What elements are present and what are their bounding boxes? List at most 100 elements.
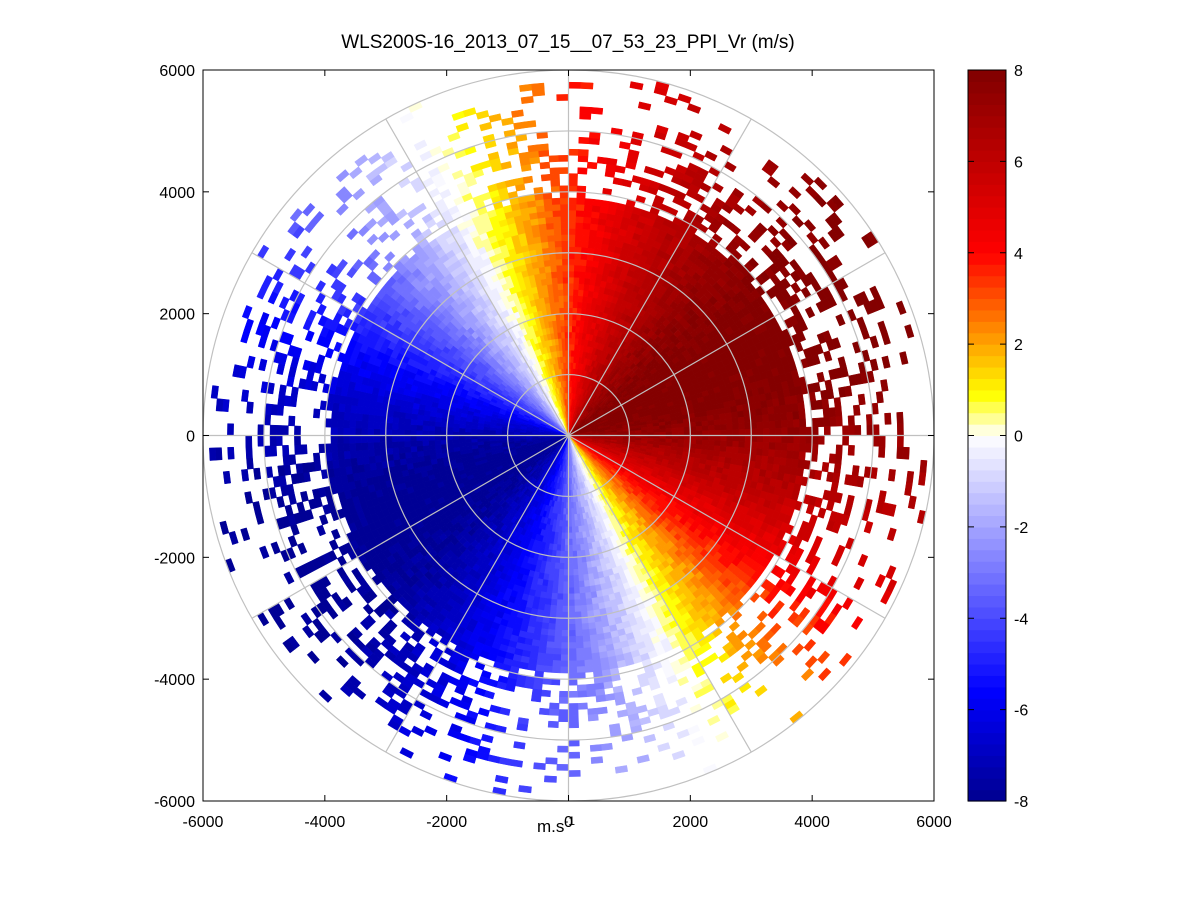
velocity-cell: [573, 264, 581, 272]
velocity-cell: [835, 416, 843, 427]
velocity-cell: [568, 307, 574, 314]
velocity-cell: [591, 597, 599, 605]
velocity-cell: [555, 605, 563, 613]
velocity-cell: [866, 424, 874, 436]
velocity-cell: [586, 161, 598, 170]
velocity-cell: [583, 210, 593, 218]
velocity-cell: [582, 573, 590, 582]
velocity-cell: [788, 202, 802, 216]
velocity-cell: [580, 604, 588, 613]
velocity-cell: [835, 444, 843, 455]
velocity-cell: [756, 414, 764, 423]
velocity-cell: [828, 453, 837, 464]
velocity-cell: [530, 694, 542, 703]
velocity-cell: [537, 646, 547, 654]
velocity-cell: [573, 593, 581, 601]
velocity-cell: [608, 201, 619, 210]
velocity-cell: [562, 587, 569, 595]
velocity-cell: [774, 420, 782, 429]
velocity-cell: [714, 435, 722, 442]
velocity-cell: [744, 441, 752, 449]
velocity-cell: [767, 406, 775, 415]
velocity-cell: [564, 544, 569, 552]
velocity-cell: [568, 770, 581, 777]
velocity-cell: [774, 449, 782, 459]
velocity-cell: [842, 425, 849, 436]
velocity-cell: [805, 435, 813, 445]
velocity-cell: [756, 421, 764, 430]
velocity-cell: [582, 635, 591, 643]
velocity-cell: [570, 508, 575, 515]
velocity-cell: [872, 435, 880, 447]
velocity-cell: [780, 450, 788, 459]
velocity-cell: [568, 81, 582, 89]
velocity-cell: [568, 715, 579, 723]
velocity-cell: [576, 684, 587, 692]
velocity-cell: [768, 420, 776, 429]
velocity-cell: [695, 421, 703, 427]
velocity-cell: [578, 277, 586, 285]
velocity-cell: [896, 435, 904, 448]
velocity-cell: [732, 440, 740, 448]
velocity-cell: [714, 440, 721, 447]
velocity-cell: [589, 634, 598, 642]
velocity-cell: [799, 443, 807, 453]
velocity-cell: [568, 295, 574, 302]
velocity-cell: [574, 258, 582, 266]
velocity-cell: [731, 187, 745, 200]
velocity-cell: [568, 617, 576, 625]
velocity-cell: [583, 580, 590, 588]
velocity-cell: [557, 745, 569, 753]
velocity-cell: [574, 623, 583, 631]
velocity-cell: [680, 199, 692, 210]
velocity-cell: [689, 130, 703, 141]
velocity-cell: [568, 563, 574, 570]
velocity-cell: [587, 622, 596, 630]
velocity-cell: [533, 762, 546, 771]
velocity-cell: [561, 617, 569, 625]
velocity-cell: [568, 203, 577, 211]
velocity-cell: [568, 282, 575, 290]
velocity-cell: [580, 82, 594, 90]
velocity-cell: [744, 428, 752, 436]
velocity-cell: [755, 454, 763, 463]
velocity-cell: [856, 475, 865, 488]
velocity-cell: [572, 556, 578, 564]
velocity-cell: [786, 411, 794, 421]
velocity-cell: [561, 611, 569, 619]
velocity-cell: [829, 416, 837, 427]
velocity-cell: [695, 425, 703, 432]
velocity-cell: [589, 229, 598, 237]
velocity-cell: [595, 694, 607, 703]
velocity-cell: [568, 569, 574, 576]
velocity-cell: [720, 435, 728, 442]
velocity-cell: [556, 763, 569, 771]
velocity-cell: [568, 270, 575, 278]
velocity-cell: [575, 544, 581, 552]
velocity-cell: [826, 295, 838, 308]
velocity-cell: [726, 440, 734, 448]
velocity-cell: [769, 435, 776, 443]
velocity-cell: [568, 581, 575, 589]
velocity-cell: [579, 265, 587, 273]
velocity-cell: [655, 124, 669, 135]
velocity-cell: [573, 581, 580, 588]
velocity-cell: [575, 222, 584, 230]
velocity-cell: [671, 423, 679, 429]
velocity-cell: [677, 427, 685, 432]
velocity-cell: [558, 575, 564, 582]
velocity-cell: [761, 455, 769, 464]
velocity-cell: [832, 472, 841, 484]
velocity-cell: [544, 598, 552, 606]
velocity-cell: [724, 406, 732, 414]
velocity-cell: [684, 141, 698, 153]
velocity-cell: [543, 665, 553, 673]
velocity-cell: [750, 422, 758, 430]
velocity-cell: [543, 604, 551, 612]
velocity-cell: [562, 593, 569, 601]
velocity-cell: [583, 653, 593, 661]
velocity-cell: [578, 136, 590, 145]
velocity-cell: [596, 706, 608, 715]
velocity-cell: [787, 442, 795, 452]
velocity-cell: [720, 429, 728, 436]
